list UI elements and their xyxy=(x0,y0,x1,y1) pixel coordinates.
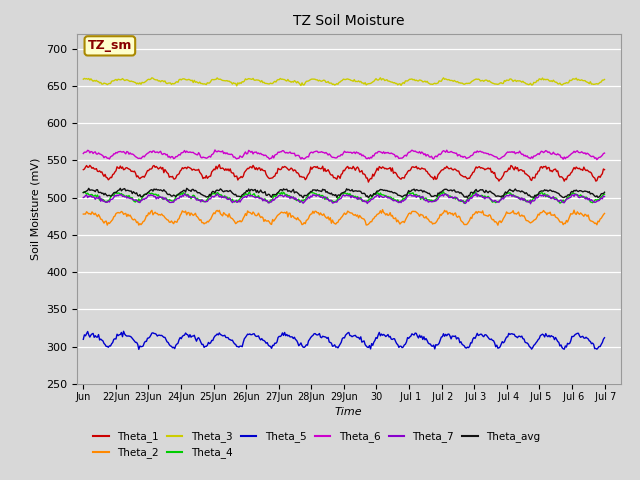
Theta_5 xyxy=(244,331,252,337)
Theta_7 xyxy=(300,200,307,206)
Theta_4 xyxy=(307,189,315,194)
Line: Theta_avg: Theta_avg xyxy=(83,188,605,198)
Theta_7 xyxy=(527,201,534,206)
Theta_5 xyxy=(555,339,563,345)
Theta_2 xyxy=(397,220,405,226)
Theta_4 xyxy=(601,192,609,197)
Theta_3 xyxy=(465,80,472,86)
Theta_7 xyxy=(601,193,609,199)
Theta_7 xyxy=(396,199,404,204)
Theta_1 xyxy=(243,167,250,173)
Theta_6 xyxy=(372,150,380,156)
Theta_2 xyxy=(555,217,563,223)
Theta_6 xyxy=(601,150,609,156)
Theta_3 xyxy=(555,81,563,87)
Theta_5 xyxy=(120,328,127,334)
Theta_avg xyxy=(372,190,380,195)
Theta_6 xyxy=(593,157,601,163)
Text: TZ_sm: TZ_sm xyxy=(88,39,132,52)
Theta_1 xyxy=(601,167,609,172)
Theta_1 xyxy=(465,175,472,181)
Theta_2 xyxy=(79,211,87,217)
Theta_avg xyxy=(555,191,563,196)
Line: Theta_6: Theta_6 xyxy=(83,150,605,160)
Theta_6 xyxy=(554,151,561,156)
Theta_7 xyxy=(371,194,379,200)
Theta_5 xyxy=(135,347,143,352)
Theta_7 xyxy=(555,199,563,204)
Theta_avg xyxy=(465,192,472,198)
Theta_2 xyxy=(379,207,387,213)
Theta_3 xyxy=(233,83,241,89)
Theta_6 xyxy=(243,151,250,157)
Line: Theta_4: Theta_4 xyxy=(83,192,605,204)
Theta_6 xyxy=(300,156,308,162)
Theta_6 xyxy=(211,147,219,153)
Line: Theta_2: Theta_2 xyxy=(83,210,605,225)
Theta_4 xyxy=(372,192,380,197)
Title: TZ Soil Moisture: TZ Soil Moisture xyxy=(293,14,404,28)
Theta_4 xyxy=(300,198,307,204)
Theta_avg xyxy=(79,190,87,195)
Theta_2 xyxy=(300,221,307,227)
Theta_7 xyxy=(242,193,250,199)
Theta_5 xyxy=(79,336,87,342)
Theta_4 xyxy=(465,196,472,202)
Theta_7 xyxy=(472,190,480,196)
Theta_5 xyxy=(398,345,406,350)
Theta_3 xyxy=(300,82,308,88)
Theta_6 xyxy=(79,151,87,156)
Theta_1 xyxy=(216,162,223,168)
Theta_4 xyxy=(79,190,87,195)
Theta_1 xyxy=(365,179,372,185)
Theta_2 xyxy=(494,222,502,228)
Theta_avg xyxy=(601,189,609,195)
X-axis label: Time: Time xyxy=(335,407,363,417)
Theta_1 xyxy=(79,167,87,172)
Theta_4 xyxy=(460,201,468,206)
Theta_5 xyxy=(465,345,472,350)
Theta_4 xyxy=(242,191,250,196)
Theta_avg xyxy=(300,192,308,198)
Theta_2 xyxy=(242,211,250,216)
Theta_avg xyxy=(243,188,250,193)
Theta_1 xyxy=(300,174,308,180)
Theta_7 xyxy=(463,200,470,205)
Theta_5 xyxy=(301,344,309,349)
Theta_6 xyxy=(397,156,405,161)
Theta_1 xyxy=(373,165,381,171)
Theta_3 xyxy=(372,76,380,82)
Theta_3 xyxy=(376,75,384,81)
Line: Theta_7: Theta_7 xyxy=(83,193,605,204)
Theta_4 xyxy=(397,198,405,204)
Theta_3 xyxy=(398,81,406,86)
Theta_6 xyxy=(463,155,471,161)
Theta_2 xyxy=(601,211,609,216)
Theta_1 xyxy=(555,173,563,179)
Line: Theta_5: Theta_5 xyxy=(83,331,605,349)
Theta_3 xyxy=(601,77,609,83)
Theta_7 xyxy=(79,194,87,200)
Theta_avg xyxy=(85,185,93,191)
Theta_5 xyxy=(373,336,381,341)
Line: Theta_1: Theta_1 xyxy=(83,165,605,182)
Theta_4 xyxy=(555,198,563,204)
Legend: Theta_1, Theta_2, Theta_3, Theta_4, Theta_5, Theta_6, Theta_7, Theta_avg: Theta_1, Theta_2, Theta_3, Theta_4, Thet… xyxy=(93,431,541,458)
Theta_1 xyxy=(398,175,406,180)
Theta_2 xyxy=(463,221,471,227)
Line: Theta_3: Theta_3 xyxy=(83,78,605,86)
Theta_5 xyxy=(601,335,609,341)
Theta_3 xyxy=(243,77,250,83)
Theta_2 xyxy=(371,214,379,219)
Theta_3 xyxy=(79,76,87,82)
Y-axis label: Soil Moisture (mV): Soil Moisture (mV) xyxy=(30,157,40,260)
Theta_avg xyxy=(397,193,405,199)
Theta_avg xyxy=(463,195,471,201)
